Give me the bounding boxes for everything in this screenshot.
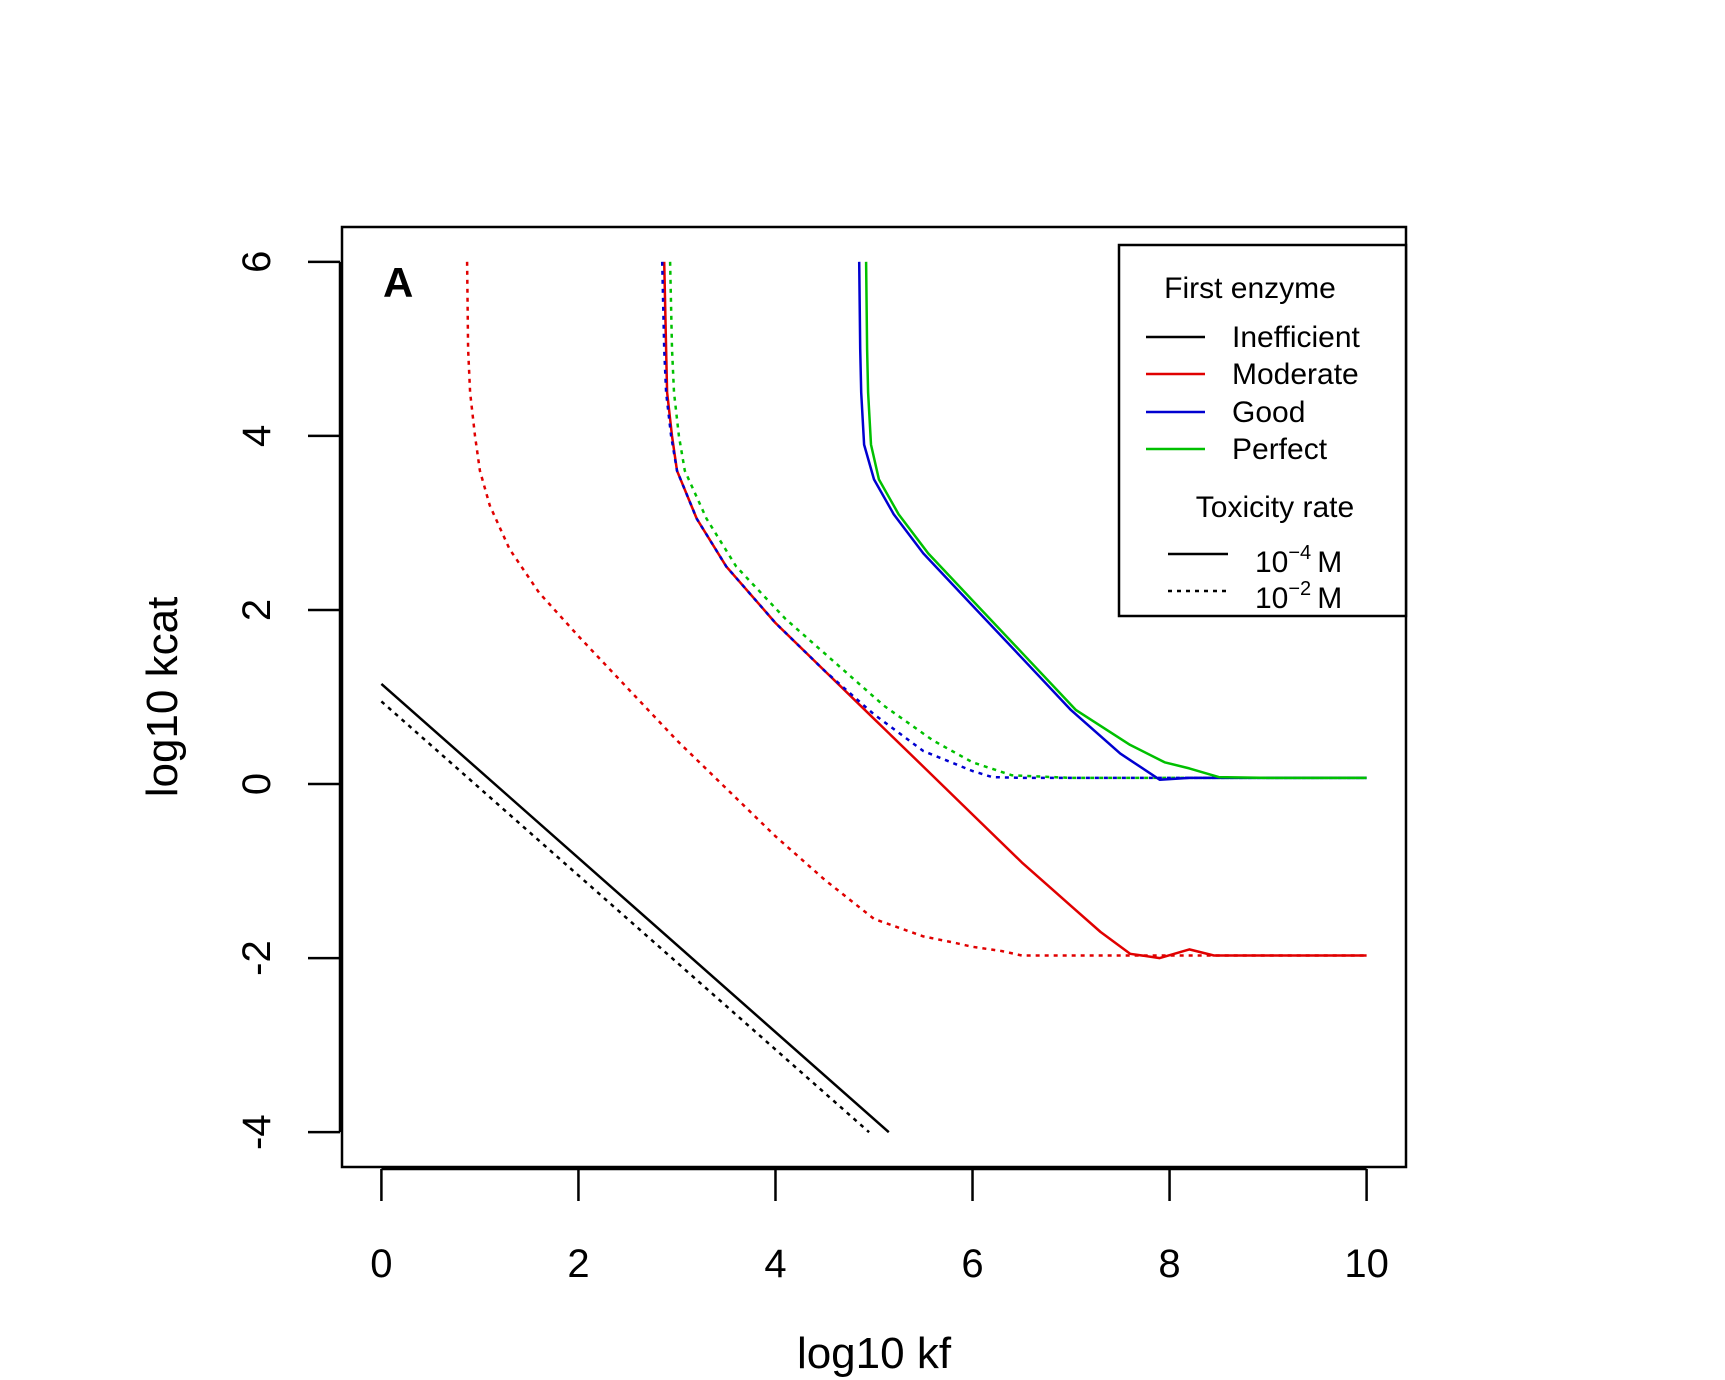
x-tick-label-10: 10: [1344, 1242, 1389, 1286]
y-tick-label--2: -2: [235, 940, 279, 976]
series-line-0: [381, 684, 888, 1132]
toxicity-exponent-2: −2: [1288, 578, 1311, 600]
y-tick-label-4: 4: [235, 425, 279, 447]
legend-enzyme-title: First enzyme: [1164, 272, 1336, 305]
x-tick-label-4: 4: [764, 1242, 786, 1286]
x-tick-label-2: 2: [567, 1242, 589, 1286]
toxicity-base-1: 10: [1255, 546, 1288, 579]
legend-label-perfect: Perfect: [1232, 433, 1328, 466]
y-tick-label-2: 2: [235, 599, 279, 621]
legend-label-inefficient: Inefficient: [1232, 321, 1361, 354]
y-tick-label-6: 6: [235, 251, 279, 273]
x-tick-label-0: 0: [370, 1242, 392, 1286]
toxicity-unit-1: M: [1317, 546, 1342, 579]
legend-label-good: Good: [1232, 396, 1305, 429]
y-tick-label--4: -4: [235, 1114, 279, 1150]
panel-label: A: [383, 259, 413, 306]
x-tick-label-8: 8: [1158, 1242, 1180, 1286]
toxicity-exponent-1: −4: [1288, 542, 1311, 564]
toxicity-base-2: 10: [1255, 582, 1288, 615]
toxicity-unit-2: M: [1317, 582, 1342, 615]
x-tick-label-6: 6: [961, 1242, 983, 1286]
y-axis-title: log10 kcat: [138, 597, 187, 798]
y-tick-label-0: 0: [235, 773, 279, 795]
legend-toxicity-title: Toxicity rate: [1196, 491, 1354, 524]
series-line-1: [381, 701, 869, 1132]
legend-label-moderate: Moderate: [1232, 358, 1359, 391]
x-axis-title: log10 kf: [797, 1329, 952, 1378]
y-axis: -4 -2 0 2 4 6: [235, 251, 340, 1150]
x-axis: 0 2 4 6 8 10: [370, 1169, 1389, 1286]
legend: First enzyme Inefficient Moderate Good P…: [1119, 245, 1406, 616]
